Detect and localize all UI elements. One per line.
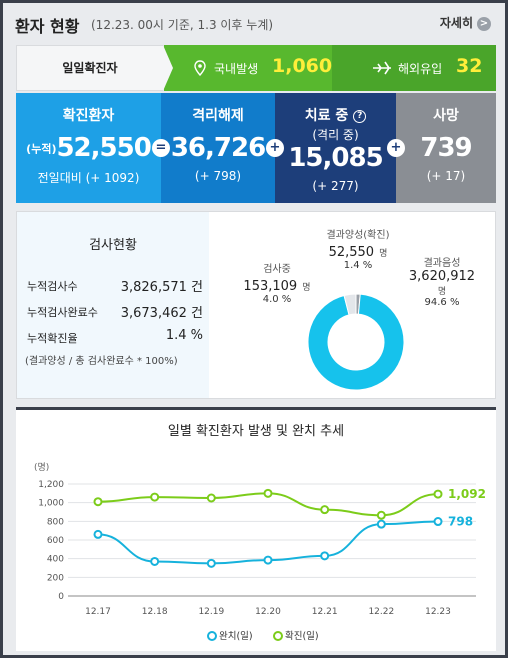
treatment-title-row: 치료 중 ? [275, 105, 396, 125]
donut-negative-label: 결과음성 3,620,912 명 94.6 % [408, 258, 476, 308]
chevron-right-icon[interactable]: > [477, 16, 491, 31]
data-point[interactable] [263, 555, 273, 565]
tests-title: 검사현황 [89, 238, 137, 253]
y-tick-label: 200 [47, 573, 64, 583]
y-tick-label: 400 [47, 555, 64, 565]
series-end-label: 1,092 [448, 487, 486, 501]
detail-label[interactable]: 자세히 [439, 16, 473, 30]
daily-confirmed-bar: 일일확진자 국내발생 1,060 해외유입 32 [16, 45, 496, 91]
legend-label[interactable]: 완치(일) [219, 630, 253, 642]
donut-slice-in-progress [343, 293, 357, 316]
deaths-title: 사망 [433, 108, 459, 124]
plus-operator-2: + [387, 139, 405, 157]
help-icon[interactable]: ? [353, 109, 367, 123]
donut-svg [307, 293, 405, 391]
y-tick-label: 800 [47, 517, 64, 527]
x-tick-label: 12.23 [425, 607, 451, 617]
data-point[interactable] [206, 493, 216, 503]
data-point[interactable] [376, 510, 386, 520]
domestic-label: 국내발생 [214, 62, 259, 76]
x-tick-label: 12.18 [142, 607, 168, 617]
data-point[interactable] [320, 551, 330, 561]
summary-cards: 확진환자 (누적)52,550 전일대비 (+ 1092) = 격리해제 36,… [16, 93, 496, 203]
data-point[interactable] [206, 558, 216, 568]
released-diff: (+ 798) [194, 169, 242, 183]
y-tick-label: 1,000 [38, 499, 64, 509]
data-point[interactable] [150, 492, 160, 502]
treatment-diff: (+ 277) [312, 179, 359, 193]
confirmed-title: 확진환자 [62, 108, 115, 124]
test-row-label: 누적검사수 [27, 280, 78, 293]
confirmed-daily-diff: 전일대비 (+ 1092) [37, 171, 140, 185]
x-tick-label: 12.19 [198, 607, 224, 617]
donut-in-progress-label: 검사중 153,109 명 4.0 % [243, 264, 311, 305]
confirmed-value: 52,550 [56, 133, 151, 163]
x-tick-label: 12.17 [85, 607, 111, 617]
legend-marker[interactable] [273, 631, 283, 641]
daily-overseas: 해외유입 32 [332, 45, 496, 91]
page-subtitle: (12.23. 00시 기준, 1.3 이후 누계) [91, 18, 274, 32]
test-row-value: 1.4 % [165, 328, 203, 343]
test-donut-chart: 결과양성(확진) 52,550 명 1.4 % 검사중 153,109 명 4.… [217, 212, 495, 398]
test-row-value: 3,826,571 건 [120, 280, 203, 295]
confirmed-prefix: (누적) [26, 142, 57, 156]
card-released: 격리해제 36,726 (+ 798) [161, 93, 275, 203]
data-point[interactable] [320, 505, 330, 515]
x-tick-label: 12.22 [368, 607, 394, 617]
test-row-label: 누적검사완료수 [27, 306, 98, 319]
overseas-label: 해외유입 [398, 62, 443, 76]
test-summary: 검사현황 누적검사수 3,826,571 건 누적검사완료수 3,673,462… [17, 212, 209, 398]
equals-operator: = [152, 139, 170, 157]
card-deaths: 사망 739 (+ 17) [396, 93, 496, 203]
treatment-subtitle: (격리 중) [312, 128, 359, 142]
card-treatment: 치료 중 ? (격리 중) 15,085 (+ 277) [275, 93, 396, 203]
released-title: 격리해제 [192, 108, 244, 124]
location-pin-icon [194, 60, 206, 76]
panel-header: 환자 현황 (12.23. 00시 기준, 1.3 이후 누계) 자세히 > [13, 11, 495, 37]
released-value: 36,726 [170, 133, 266, 163]
x-tick-label: 12.20 [255, 607, 281, 617]
donut-slice-negative [307, 293, 405, 391]
deaths-diff: (+ 17) [426, 169, 466, 183]
y-tick-label: 0 [58, 592, 64, 602]
test-rate-note: (결과양성 / 총 검사완료수 * 100%) [25, 356, 178, 367]
legend-marker[interactable] [207, 631, 217, 641]
overseas-value: 32 [456, 55, 483, 77]
detail-link[interactable]: 자세히 > [440, 14, 491, 31]
test-row-value: 3,673,462 건 [120, 306, 203, 321]
legend-label[interactable]: 확진(일) [285, 630, 319, 642]
test-row-label: 누적확진율 [27, 332, 78, 345]
y-tick-label: 600 [47, 536, 64, 546]
trend-svg: (명) 0 200 400 600 800 1,000 1,200 12.17 12.18 12.1… [34, 462, 486, 642]
airplane-icon [373, 61, 391, 75]
data-point[interactable] [93, 529, 103, 539]
treatment-value: 15,085 [288, 143, 383, 173]
data-point[interactable] [376, 519, 386, 529]
plus-operator-1: + [266, 139, 284, 157]
test-status-section: 검사현황 누적검사수 3,826,571 건 누적검사완료수 3,673,462… [16, 211, 496, 399]
data-point[interactable] [433, 517, 443, 527]
y-tick-label: 1,200 [38, 480, 64, 490]
data-point[interactable] [150, 556, 160, 566]
page-title: 환자 현황 [15, 17, 80, 36]
data-point[interactable] [93, 497, 103, 507]
deaths-value: 739 [420, 133, 472, 163]
y-axis-unit: (명) [34, 462, 49, 473]
domestic-value: 1,060 [272, 55, 333, 77]
donut-positive-label: 결과양성(확진) 52,550 명 1.4 % [326, 230, 390, 271]
data-point[interactable] [433, 489, 443, 499]
chart-title: 일별 확진환자 발생 및 완치 추세 [167, 424, 345, 439]
daily-domestic: 국내발생 1,060 [163, 45, 333, 91]
treatment-title: 치료 중 [304, 108, 349, 124]
data-point[interactable] [263, 488, 273, 498]
daily-trend-chart: 일별 확진환자 발생 및 완치 추세 (명) 0 200 400 600 800 1,000… [16, 407, 496, 651]
x-tick-label: 12.21 [312, 607, 338, 617]
card-confirmed: 확진환자 (누적)52,550 전일대비 (+ 1092) [16, 93, 161, 203]
series-end-label: 798 [448, 515, 473, 529]
confirmed-value-row: (누적)52,550 [16, 133, 161, 163]
daily-label: 일일확진자 [16, 45, 164, 91]
